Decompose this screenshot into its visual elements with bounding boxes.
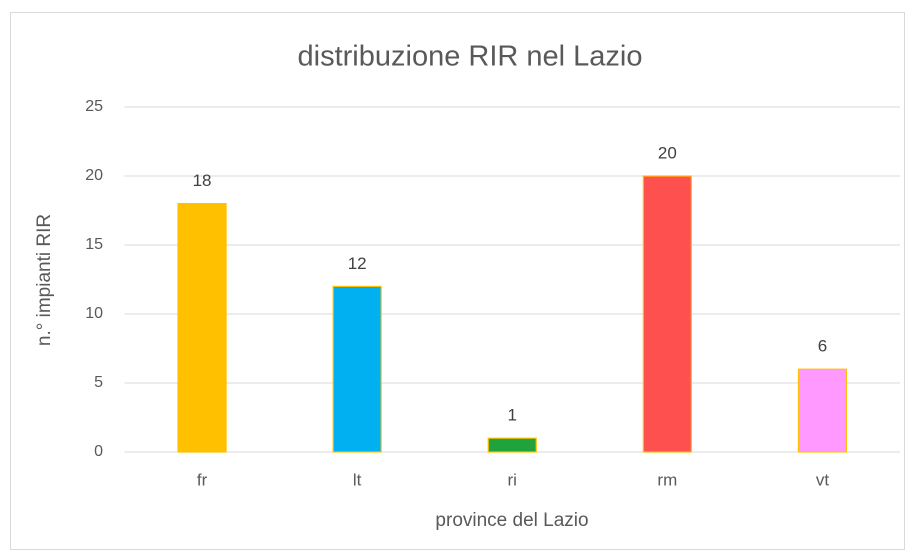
bar bbox=[797, 368, 848, 453]
x-axis-title: province del Lazio bbox=[435, 510, 588, 531]
y-tick-label: 5 bbox=[94, 374, 103, 391]
x-tick-label: ri bbox=[508, 470, 517, 489]
x-tick-label: lt bbox=[353, 470, 362, 489]
data-label: 1 bbox=[508, 406, 517, 425]
data-label: 6 bbox=[818, 337, 827, 356]
y-tick-label: 15 bbox=[85, 236, 103, 253]
chart-frame bbox=[10, 12, 905, 550]
x-tick-label: fr bbox=[197, 470, 208, 489]
data-label: 20 bbox=[658, 143, 677, 162]
y-tick-label: 0 bbox=[94, 443, 103, 460]
data-label: 18 bbox=[193, 171, 212, 190]
bar bbox=[642, 175, 692, 453]
x-tick-label: rm bbox=[657, 470, 677, 489]
data-label: 12 bbox=[348, 254, 367, 273]
bar bbox=[177, 203, 227, 453]
y-tick-label: 10 bbox=[85, 305, 103, 322]
chart-title: distribuzione RIR nel Lazio bbox=[298, 41, 643, 73]
bar bbox=[332, 285, 382, 453]
y-tick-label: 25 bbox=[85, 98, 103, 115]
x-tick-label: vt bbox=[816, 470, 830, 489]
y-tick-label: 20 bbox=[85, 167, 103, 184]
bar bbox=[487, 437, 537, 453]
y-axis-title: n.° impianti RIR bbox=[34, 214, 55, 346]
